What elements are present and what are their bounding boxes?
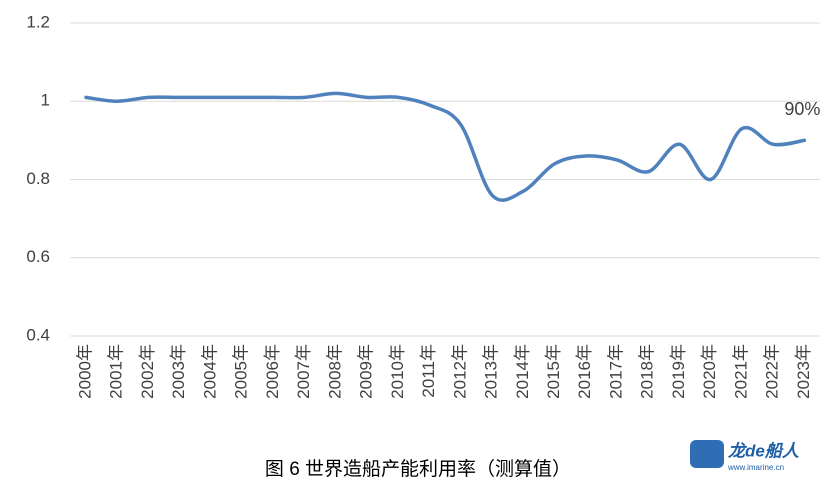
y-tick-label: 0.8 [26, 169, 50, 188]
x-tick-label: 2020年 [700, 344, 719, 399]
x-tick-label: 2003年 [169, 344, 188, 399]
x-tick-label: 2016年 [575, 344, 594, 399]
logo-icon [690, 440, 724, 468]
x-tick-label: 2022年 [763, 344, 782, 399]
watermark: 龙de船人 www.imarine.cn [690, 440, 800, 472]
x-tick-label: 2019年 [669, 344, 688, 399]
x-tick-label: 2005年 [232, 344, 251, 399]
y-tick-label: 0.4 [26, 325, 50, 344]
line [84, 91, 807, 202]
x-tick-label: 2008年 [325, 344, 344, 399]
x-tick-label: 2015年 [544, 344, 563, 399]
x-tick-label: 2004年 [200, 344, 219, 399]
x-tick-label: 2006年 [263, 344, 282, 399]
y-tick-label: 0.6 [26, 247, 50, 266]
x-tick-label: 2021年 [731, 344, 750, 399]
x-tick-label: 2023年 [794, 344, 813, 399]
x-tick-label: 2012年 [450, 344, 469, 399]
x-tick-label: 2007年 [294, 344, 313, 399]
x-tick-label: 2000年 [76, 344, 95, 399]
data-label: 90% [784, 99, 820, 119]
x-tick-label: 2013年 [482, 344, 501, 399]
y-tick-label: 1.2 [26, 12, 50, 31]
x-tick-label: 2002年 [138, 344, 157, 399]
x-tick-label: 2018年 [638, 344, 657, 399]
x-tick-label: 2001年 [107, 344, 126, 399]
x-tick-label: 2017年 [606, 344, 625, 399]
x-tick-label: 2009年 [357, 344, 376, 399]
chart-title: 图 6 世界造船产能利用率（测算值） [265, 458, 571, 480]
x-tick-label: 2010年 [388, 344, 407, 399]
x-tick-label: 2011年 [419, 344, 438, 398]
x-tick-label: 2014年 [513, 344, 532, 399]
logo-url: www.imarine.cn [727, 463, 784, 472]
y-tick-label: 1 [41, 91, 50, 110]
logo-brand: 龙de船人 [728, 441, 800, 460]
